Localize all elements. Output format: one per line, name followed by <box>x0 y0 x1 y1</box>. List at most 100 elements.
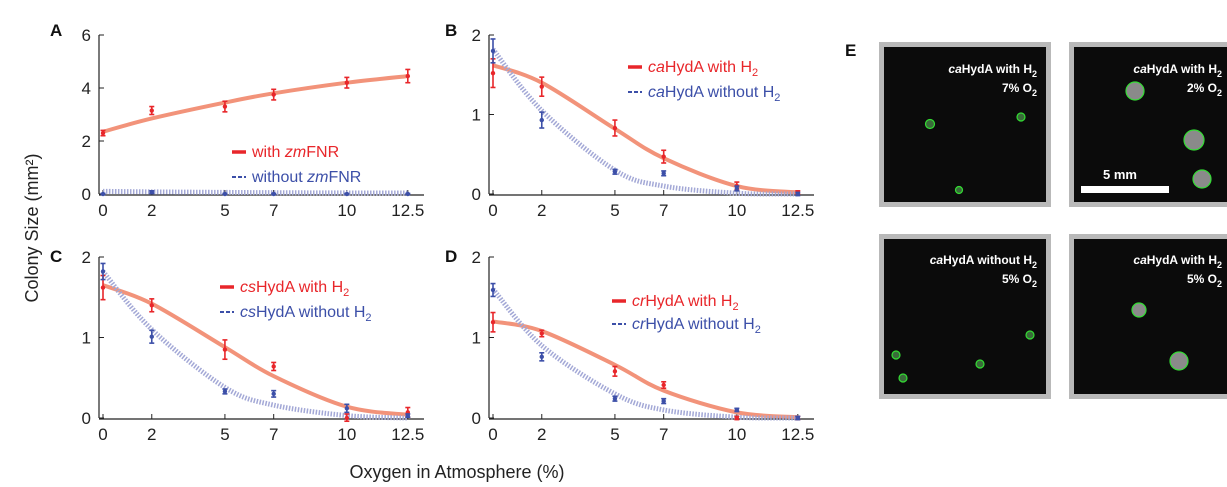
legend-label-part: HydA without H <box>256 304 365 321</box>
marker <box>661 399 665 403</box>
marker <box>540 118 544 122</box>
legend-entry: crHydA with H2 <box>612 293 739 313</box>
legend-label: caHydA without H2 <box>648 84 780 104</box>
fit-curve-with <box>493 321 798 417</box>
marker <box>223 104 227 108</box>
legend-label-part: ca <box>648 84 665 101</box>
legend-label: csHydA with H2 <box>240 279 349 299</box>
marker <box>150 190 154 194</box>
legend-label-part: cr <box>632 293 646 310</box>
legend-label: with zmFNR <box>251 144 339 161</box>
marker <box>101 285 105 289</box>
data-point <box>271 362 276 370</box>
data-point <box>661 382 666 388</box>
marker <box>406 413 410 417</box>
legend-label-part: with <box>251 144 285 161</box>
y-tick-label: 1 <box>82 329 91 348</box>
legend-entry: crHydA without H2 <box>612 316 761 336</box>
marker <box>661 383 665 387</box>
data-point <box>405 413 410 417</box>
x-tick-label: 2 <box>537 201 546 220</box>
legend-label-part: HydA with H <box>256 279 343 296</box>
fit-curve-without <box>103 191 408 193</box>
x-tick-label: 12.5 <box>781 425 814 444</box>
y-tick-label: 2 <box>82 132 91 151</box>
legend-label-part: 2 <box>732 301 738 313</box>
data-point <box>149 107 154 115</box>
x-tick-label: 7 <box>269 201 278 220</box>
microscopy-image-4: caHydA with H2 5% O2 <box>1069 234 1227 399</box>
marker <box>491 288 495 292</box>
legend-label: caHydA with H2 <box>648 59 758 79</box>
marker <box>491 49 495 53</box>
marker <box>223 389 227 393</box>
legend-label-part: cs <box>240 279 256 296</box>
marker <box>661 171 665 175</box>
marker <box>796 416 800 420</box>
x-axis-label: Oxygen in Atmosphere (%) <box>349 462 564 482</box>
data-point <box>539 353 544 361</box>
y-tick-label: 1 <box>472 329 481 348</box>
legend-label-part: zm <box>306 169 328 186</box>
x-tick-label: 5 <box>220 425 229 444</box>
legend-label-part: 2 <box>774 92 780 104</box>
legend-label-part: 2 <box>755 324 761 336</box>
marker <box>101 131 105 135</box>
x-tick-label: 0 <box>488 201 497 220</box>
y-tick-label: 2 <box>472 26 481 45</box>
data-point <box>661 171 666 176</box>
legend-label: csHydA without H2 <box>240 304 372 324</box>
marker <box>735 186 739 190</box>
marker <box>150 303 154 307</box>
y-tick-label: 0 <box>472 185 481 204</box>
x-tick-label: 10 <box>727 201 746 220</box>
data-point <box>271 391 276 397</box>
legend-entry: caHydA with H2 <box>628 59 758 79</box>
panel-letter: D <box>445 247 457 266</box>
data-point <box>734 186 739 191</box>
legend-entry: without zmFNR <box>232 169 361 186</box>
scale-bar-label: 5 mm <box>1103 167 1137 182</box>
data-point <box>661 399 666 404</box>
marker <box>491 71 495 75</box>
marker <box>271 92 275 96</box>
marker <box>150 334 154 338</box>
legend-label: crHydA without H2 <box>632 316 761 336</box>
panel-e-letter: E <box>845 41 856 60</box>
data-point <box>612 396 617 401</box>
x-tick-label: 5 <box>220 201 229 220</box>
marker <box>345 192 349 196</box>
x-tick-label: 2 <box>537 425 546 444</box>
marker <box>223 192 227 196</box>
data-point <box>222 389 227 394</box>
scale-bar <box>1081 186 1169 193</box>
legend-label: crHydA with H2 <box>632 293 739 313</box>
legend-label: without zmFNR <box>251 169 361 186</box>
x-tick-label: 7 <box>659 201 668 220</box>
x-tick-label: 10 <box>337 425 356 444</box>
marker <box>796 192 800 196</box>
legend-label-part: FNR <box>328 169 361 186</box>
data-point <box>101 263 106 279</box>
x-tick-label: 5 <box>610 425 619 444</box>
x-tick-label: 0 <box>98 201 107 220</box>
panel-letter: B <box>445 21 457 40</box>
marker <box>491 320 495 324</box>
x-tick-label: 12.5 <box>391 425 424 444</box>
y-tick-label: 0 <box>472 409 481 428</box>
legend-entry: csHydA with H2 <box>220 279 349 299</box>
data-point <box>734 416 739 420</box>
marker <box>345 81 349 85</box>
panel-e-images: E caHydA with H2 7% O2 caHydA with H2 2%… <box>845 41 1227 399</box>
y-tick-label: 4 <box>82 79 91 98</box>
fit-curve-with <box>103 76 408 132</box>
legend-label-part: HydA without H <box>665 84 774 101</box>
marker <box>735 416 739 420</box>
data-point <box>222 340 227 359</box>
marker <box>613 369 617 373</box>
legend-label-part: ca <box>648 59 665 76</box>
